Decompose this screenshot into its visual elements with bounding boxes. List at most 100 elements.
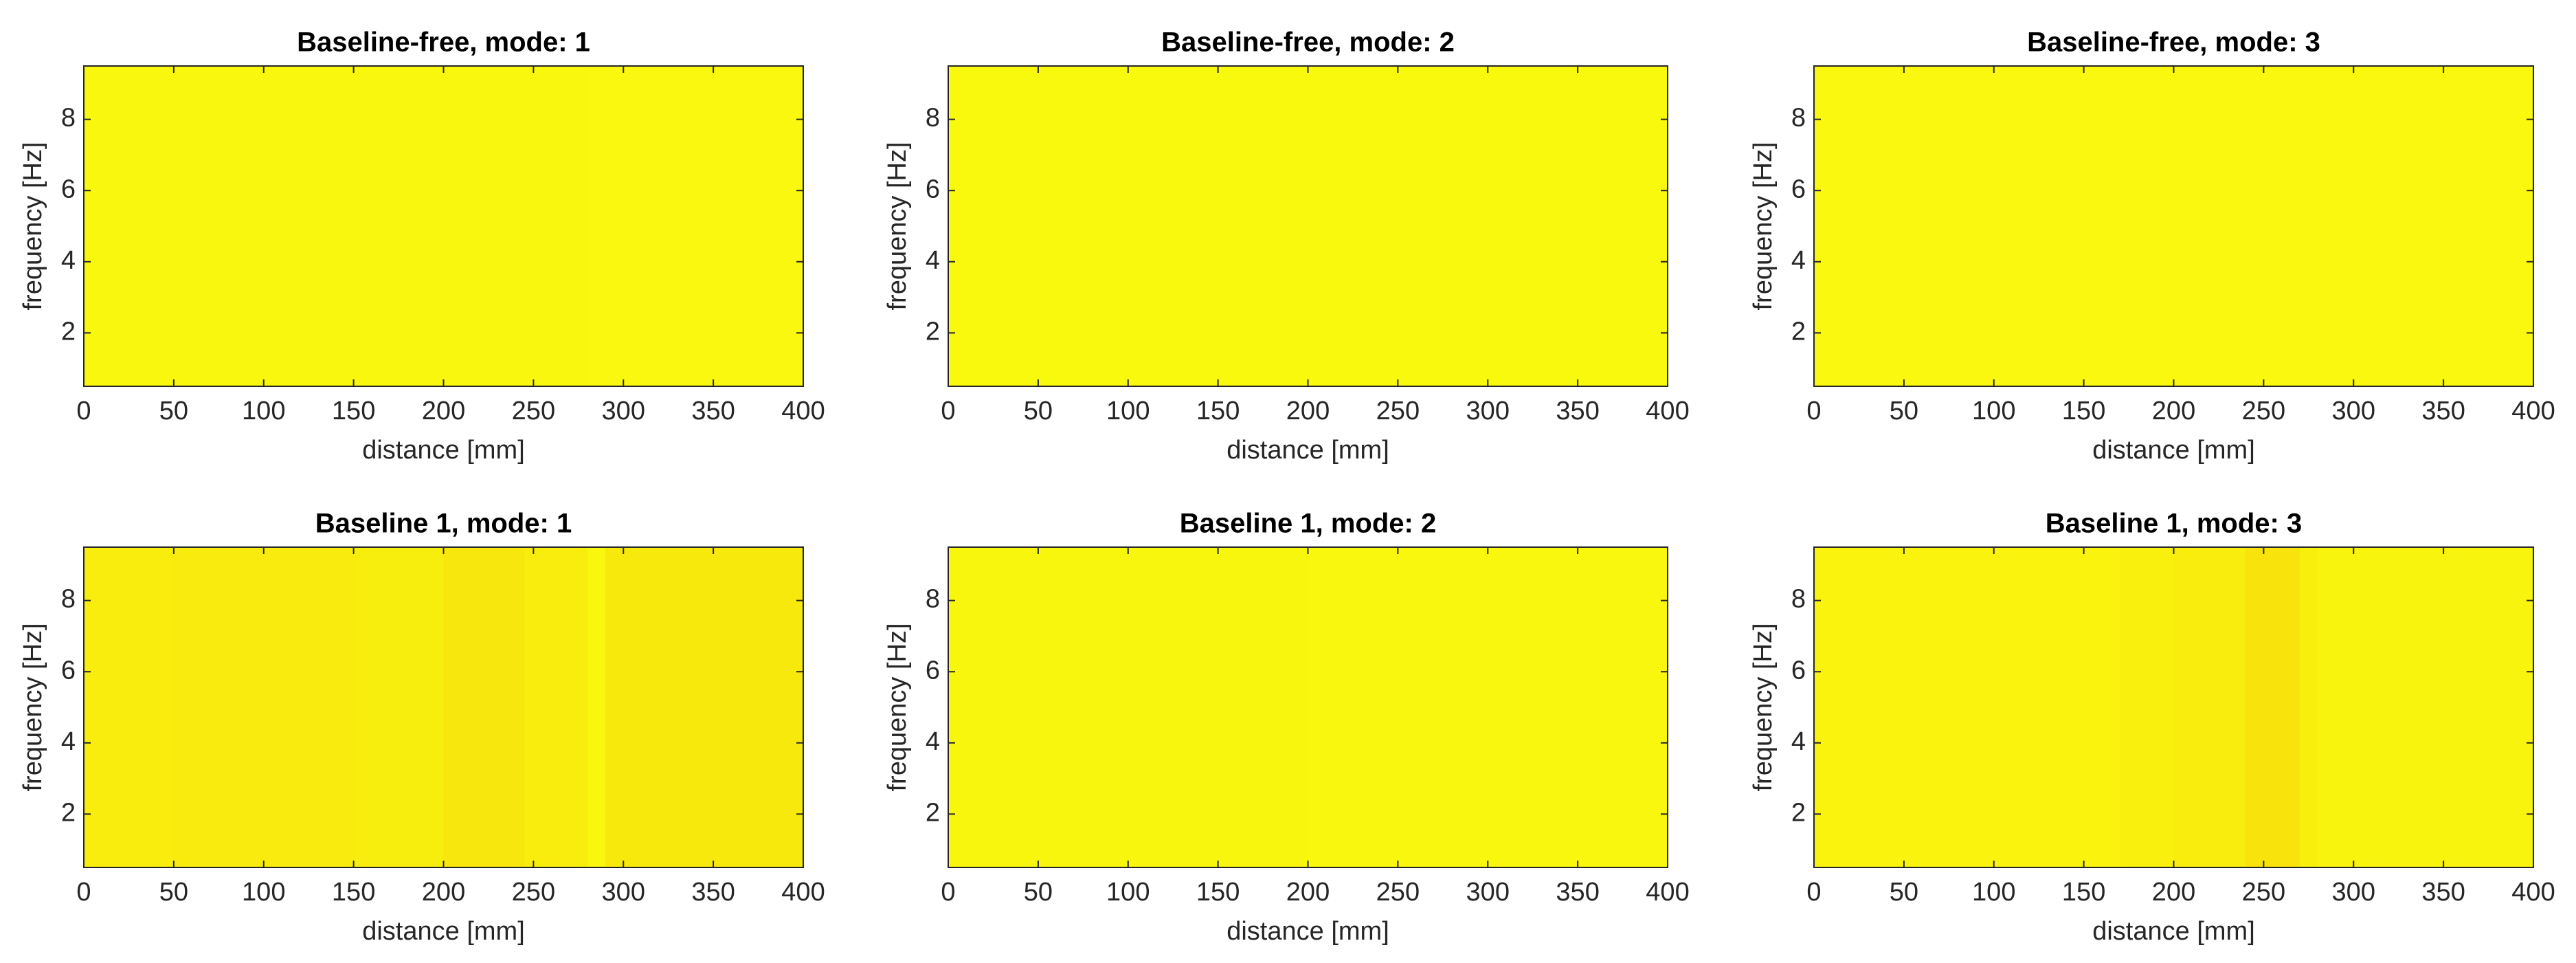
title: Baseline-free, mode: 3 [2027,27,2320,58]
x-axis-label: distance [mm] [362,436,525,465]
x-tick-label: 300 [602,397,645,425]
y-axis-label: frequency [Hz] [1749,142,1778,311]
x-axis-label: distance [mm] [2092,917,2255,946]
y-tick-label: 4 [926,727,940,756]
y-tick-label: 2 [1791,798,1806,827]
heat-cell [1451,66,1668,386]
x-tick-label: 50 [1024,878,1053,907]
y-tick-label: 2 [61,798,76,827]
x-tick-label: 200 [1286,397,1330,425]
x-tick-label: 200 [1286,878,1330,907]
heat-cell [443,547,525,867]
x-tick-label: 100 [242,397,285,425]
heat-cell [524,547,588,867]
x-tick-label: 400 [2511,878,2555,907]
y-tick-label: 2 [926,317,940,346]
heat-cell [948,66,1453,386]
x-tick-label: 350 [691,397,735,425]
heat-cell [587,547,606,867]
y-tick-label: 6 [61,175,76,203]
y-tick-label: 8 [1791,104,1806,133]
heat-cell [2317,547,2534,867]
heat-cell [948,547,1308,867]
x-tick-label: 0 [76,878,91,907]
x-tick-label: 50 [1890,397,1918,425]
x-tick-label: 150 [1196,397,1240,425]
x-axis-label: distance [mm] [1227,917,1389,946]
y-tick-label: 4 [926,246,940,275]
title: Baseline-free, mode: 2 [1161,27,1455,58]
title: Baseline 1, mode: 2 [1180,509,1436,539]
y-tick-label: 4 [61,727,76,756]
heat-cell [2119,547,2174,867]
x-tick-label: 300 [1466,397,1510,425]
x-tick-label: 250 [512,878,555,907]
x-tick-label: 350 [1556,878,1599,907]
x-tick-label: 400 [1646,397,1689,425]
x-tick-label: 300 [2332,878,2375,907]
heat-cell [2173,547,2246,867]
x-axis-label: distance [mm] [2092,436,2255,465]
y-tick-label: 4 [1791,727,1806,756]
x-tick-label: 400 [781,397,825,425]
x-tick-label: 200 [422,397,465,425]
x-axis-label: distance [mm] [1227,436,1389,465]
y-tick-label: 8 [61,104,76,133]
heat-cell [605,547,804,867]
x-tick-label: 50 [159,878,188,907]
y-tick-label: 2 [926,798,940,827]
title: Baseline-free, mode: 1 [297,27,590,58]
x-tick-label: 350 [2421,878,2465,907]
y-tick-label: 2 [61,317,76,346]
x-tick-label: 250 [2242,397,2285,425]
x-tick-label: 350 [1556,397,1599,425]
y-tick-label: 4 [61,246,76,275]
heat-cell [1814,66,2174,386]
x-tick-label: 400 [781,878,825,907]
x-tick-label: 150 [2062,878,2105,907]
x-tick-label: 100 [242,878,285,907]
heat-cell [173,547,355,867]
x-tick-label: 300 [2332,397,2375,425]
y-axis-label: frequency [Hz] [1749,623,1778,792]
heat-cell [443,66,588,386]
x-tick-label: 100 [1106,878,1150,907]
y-tick-label: 6 [926,656,940,685]
x-tick-label: 150 [332,397,375,425]
x-tick-label: 350 [691,878,735,907]
x-tick-label: 400 [2511,397,2555,425]
x-tick-label: 200 [2152,878,2195,907]
x-tick-label: 200 [422,878,465,907]
title: Baseline 1, mode: 3 [2046,509,2302,539]
y-tick-label: 8 [1791,585,1806,614]
x-tick-label: 50 [159,397,188,425]
heat-cell [84,66,444,386]
y-axis-label: frequency [Hz] [883,623,912,792]
x-tick-label: 0 [1806,878,1821,907]
heat-cell [353,547,444,867]
x-tick-label: 250 [512,397,555,425]
y-tick-label: 8 [926,104,940,133]
x-tick-label: 0 [941,878,955,907]
y-tick-label: 6 [1791,656,1806,685]
x-tick-label: 150 [332,878,375,907]
x-tick-label: 150 [2062,397,2105,425]
x-tick-label: 300 [1466,878,1510,907]
x-tick-label: 150 [1196,878,1240,907]
heat-cell [84,547,175,867]
heat-cell [2299,547,2318,867]
x-tick-label: 400 [1646,878,1689,907]
x-tick-label: 50 [1024,397,1053,425]
x-tick-label: 350 [2421,397,2465,425]
y-tick-label: 8 [61,585,76,614]
y-tick-label: 6 [61,656,76,685]
heat-cell [2173,66,2534,386]
x-tick-label: 200 [2152,397,2195,425]
x-tick-label: 100 [1972,878,2015,907]
heat-cell [1308,547,1668,867]
title: Baseline 1, mode: 1 [315,509,572,539]
x-tick-label: 0 [76,397,91,425]
x-tick-label: 250 [1376,397,1420,425]
x-tick-label: 100 [1972,397,2015,425]
